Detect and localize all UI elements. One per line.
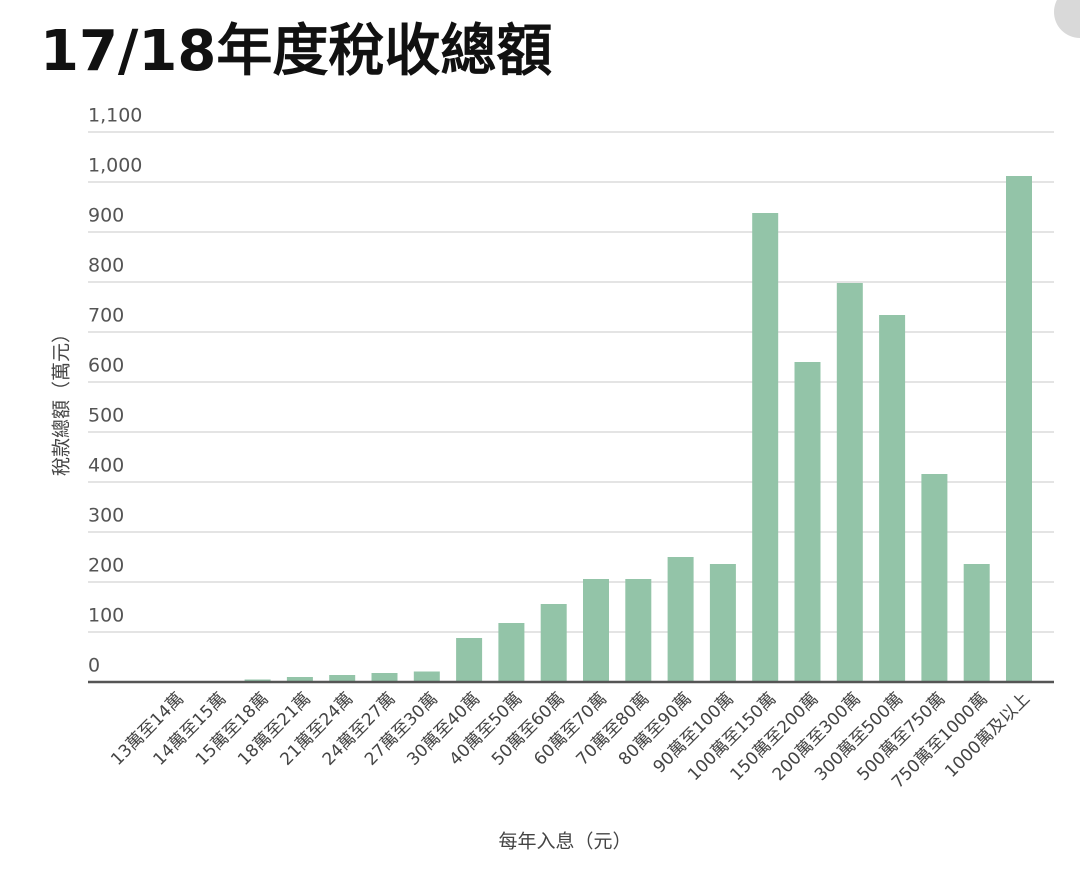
y-tick-label: 400 — [88, 455, 124, 477]
chart-title: 17/18年度稅收總額 — [40, 19, 552, 84]
bar — [456, 638, 483, 682]
bar — [540, 604, 567, 682]
y-tick-label: 100 — [88, 605, 124, 627]
bar — [709, 564, 736, 682]
y-tick-label: 600 — [88, 355, 124, 377]
bar — [836, 283, 863, 682]
bar — [371, 673, 398, 682]
bar — [794, 362, 821, 682]
y-tick-label: 800 — [88, 255, 124, 277]
bar — [752, 213, 779, 682]
bar — [1006, 176, 1032, 682]
bar — [667, 557, 694, 682]
corner-button[interactable] — [1054, 0, 1080, 38]
bar — [413, 671, 440, 682]
y-tick-label: 1,000 — [88, 155, 142, 177]
y-tick-label: 300 — [88, 505, 124, 527]
bar — [921, 474, 948, 682]
bar — [625, 579, 652, 682]
bar — [583, 579, 609, 682]
bar — [498, 623, 525, 682]
y-tick-label: 900 — [88, 205, 124, 227]
y-tick-label: 500 — [88, 405, 124, 427]
bar — [879, 315, 906, 682]
y-tick-label: 200 — [88, 555, 124, 577]
bar — [963, 564, 990, 682]
y-tick-label: 0 — [88, 655, 100, 677]
x-axis-title: 每年入息（元） — [498, 831, 631, 853]
y-axis-title: 稅款總額（萬元） — [51, 324, 73, 476]
y-tick-label: 700 — [88, 305, 124, 327]
bar — [329, 675, 356, 682]
y-tick-label: 1,100 — [88, 105, 142, 127]
bar — [286, 677, 313, 682]
